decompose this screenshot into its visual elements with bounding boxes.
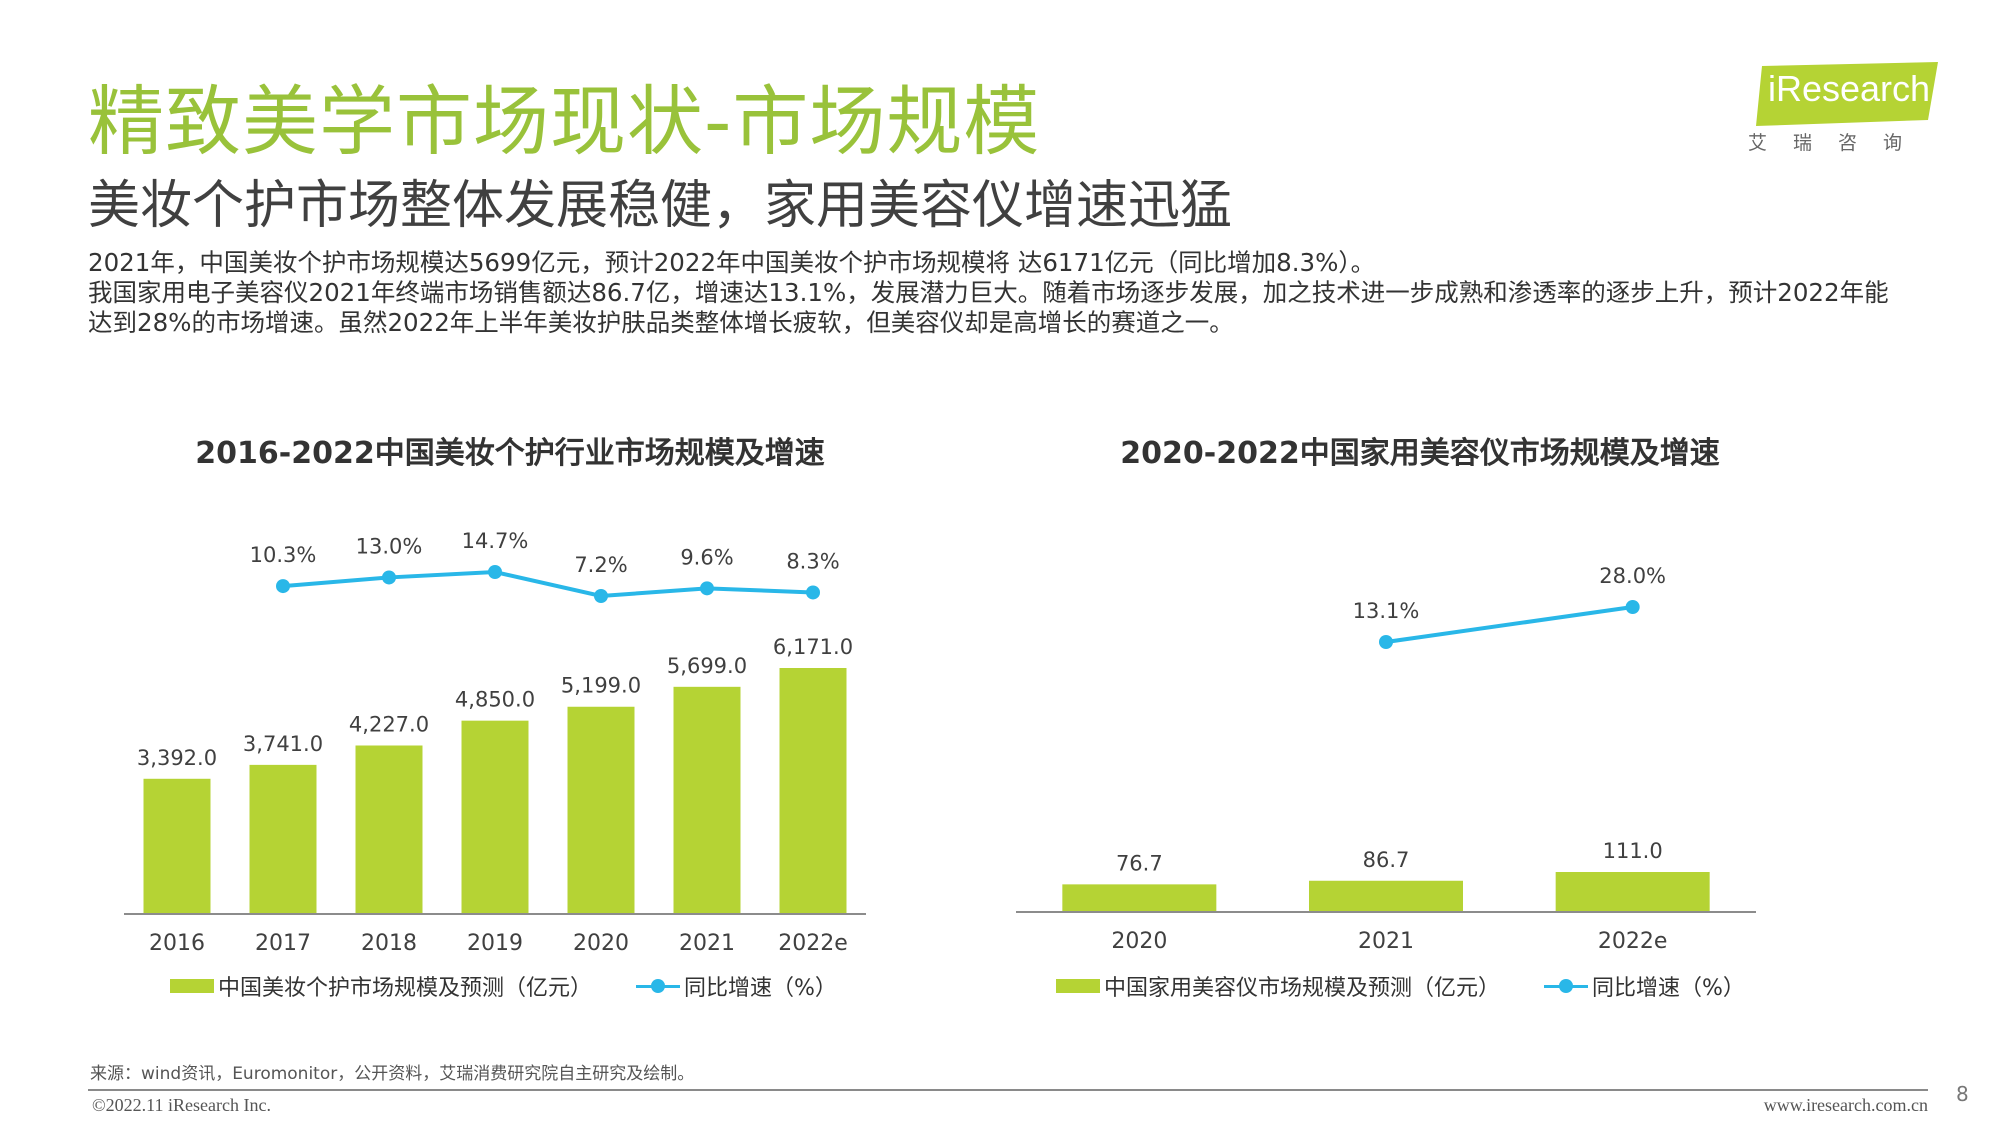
chart-2-growth-point xyxy=(1625,600,1640,614)
chart-1-bar xyxy=(779,668,847,914)
legend-bar-label: 中国家用美容仪市场规模及预测（亿元） xyxy=(1104,976,1501,1001)
chart-1-x-tick-label: 2016 xyxy=(149,931,205,956)
website-link[interactable]: www.iresearch.com.cn xyxy=(1763,1095,1928,1115)
chart-1-growth-label: 13.0% xyxy=(356,534,423,558)
logo-text: iResearch xyxy=(1768,68,1931,109)
chart-1-bar xyxy=(461,720,529,914)
chart-1-growth-label: 14.7% xyxy=(462,529,529,553)
copyright: ©2022.11 iResearch Inc. xyxy=(92,1095,271,1115)
chart-1-bar-label: 6,171.0 xyxy=(773,635,853,659)
chart-1-growth-point xyxy=(700,581,714,596)
chart-1-x-tick-label: 2017 xyxy=(255,931,311,956)
page-title: 精致美学市场现状-市场规模 xyxy=(88,77,1041,166)
legend-bar-swatch xyxy=(1056,979,1100,993)
chart-1-growth-label: 9.6% xyxy=(680,545,733,569)
page-number: 8 xyxy=(1956,1082,1969,1106)
legend-line-swatch xyxy=(636,979,681,993)
chart-1-growth-point xyxy=(806,585,820,600)
chart-1-growth-point xyxy=(276,579,290,594)
chart-1-growth-point xyxy=(488,565,502,579)
chart-1-bar-label: 3,741.0 xyxy=(243,732,323,756)
chart-1-bar-label: 4,850.0 xyxy=(455,688,535,712)
chart-2-bar-label: 111.0 xyxy=(1603,839,1663,863)
legend-bar-label: 中国美妆个护市场规模及预测（亿元） xyxy=(218,976,593,1001)
chart-2-bar xyxy=(1309,880,1463,912)
legend-bar-swatch xyxy=(170,979,214,993)
chart-1-x-tick-label: 2021 xyxy=(679,931,735,956)
chart-1-title: 2016-2022中国美妆个护行业市场规模及增速 xyxy=(195,436,825,471)
chart-2-bar-label: 86.7 xyxy=(1363,848,1410,872)
logo-subtitle: 艾瑞咨询 xyxy=(1748,132,1929,154)
legend-line-label: 同比增速（%） xyxy=(1592,976,1745,1001)
chart-1-bar xyxy=(567,706,635,914)
chart-1-bar xyxy=(673,686,741,914)
description-line: 我国家用电子美容仪2021年终端市场销售额达86.7亿，增速达13.1%，发展潜… xyxy=(88,278,1889,307)
chart-1-bar-label: 5,699.0 xyxy=(667,654,747,678)
chart-1-bar xyxy=(249,764,317,914)
description-line: 达到28%的市场增速。虽然2022年上半年美妆护肤品类整体增长疲软，但美容仪却是… xyxy=(88,308,1234,337)
iresearch-logo: iResearch 艾瑞咨询 xyxy=(1748,62,1938,162)
chart-1-growth-label: 10.3% xyxy=(250,543,317,567)
description-line: 2021年，中国美妆个护市场规模达5699亿元，预计2022年中国美妆个护市场规… xyxy=(88,248,1376,277)
chart-2-bar xyxy=(1062,884,1217,912)
chart-2-title: 2020-2022中国家用美容仪市场规模及增速 xyxy=(1120,436,1720,471)
chart-1-x-tick-label: 2019 xyxy=(467,931,523,956)
chart-2-growth-label: 28.0% xyxy=(1599,564,1666,588)
chart-2-bar xyxy=(1555,872,1710,912)
chart-2-x-tick-label: 2021 xyxy=(1358,929,1414,954)
logo-badge-icon xyxy=(1756,62,1938,126)
description: 2021年，中国美妆个护市场规模达5699亿元，预计2022年中国美妆个护市场规… xyxy=(88,248,1948,338)
legend-line-label: 同比增速（%） xyxy=(684,976,837,1001)
chart-1-bar xyxy=(143,778,211,914)
chart-1-growth-label: 8.3% xyxy=(786,549,839,573)
source-note: 来源：wind资讯，Euromonitor，公开资料，艾瑞消费研究院自主研究及绘… xyxy=(90,1064,695,1084)
chart-2-x-tick-label: 2022e xyxy=(1598,929,1668,954)
chart-2-growth-line xyxy=(1385,605,1633,644)
chart-2-growth-point xyxy=(1379,635,1393,649)
chart-1-legend: 中国美妆个护市场规模及预测（亿元） 同比增速（%） xyxy=(170,970,837,1002)
chart-1-x-tick-label: 2022e xyxy=(778,931,848,956)
chart-1-growth-point xyxy=(382,570,396,585)
chart-1-bar-label: 3,392.0 xyxy=(137,746,217,770)
chart-1-bar-label: 5,199.0 xyxy=(561,674,641,698)
chart-2-bar-label: 76.7 xyxy=(1116,851,1163,875)
chart-2-legend: 中国家用美容仪市场规模及预测（亿元） 同比增速（%） xyxy=(1056,970,1745,1002)
page-subtitle: 美妆个护市场整体发展稳健，家用美容仪增速迅猛 xyxy=(88,176,1233,236)
chart-1-growth-point xyxy=(594,589,608,603)
chart-2-growth-label: 13.1% xyxy=(1353,599,1420,623)
chart-1-x-tick-label: 2020 xyxy=(573,931,629,956)
chart-1-bar-label: 4,227.0 xyxy=(349,712,429,736)
chart-1-growth-label: 7.2% xyxy=(574,553,627,577)
chart-1-x-tick-label: 2018 xyxy=(361,931,417,956)
chart-1-growth-line xyxy=(282,569,814,599)
legend-line-swatch xyxy=(1544,979,1589,993)
footer-divider xyxy=(88,1089,1928,1091)
chart-1-bar xyxy=(355,745,423,914)
chart-2-x-tick-label: 2020 xyxy=(1111,929,1167,954)
